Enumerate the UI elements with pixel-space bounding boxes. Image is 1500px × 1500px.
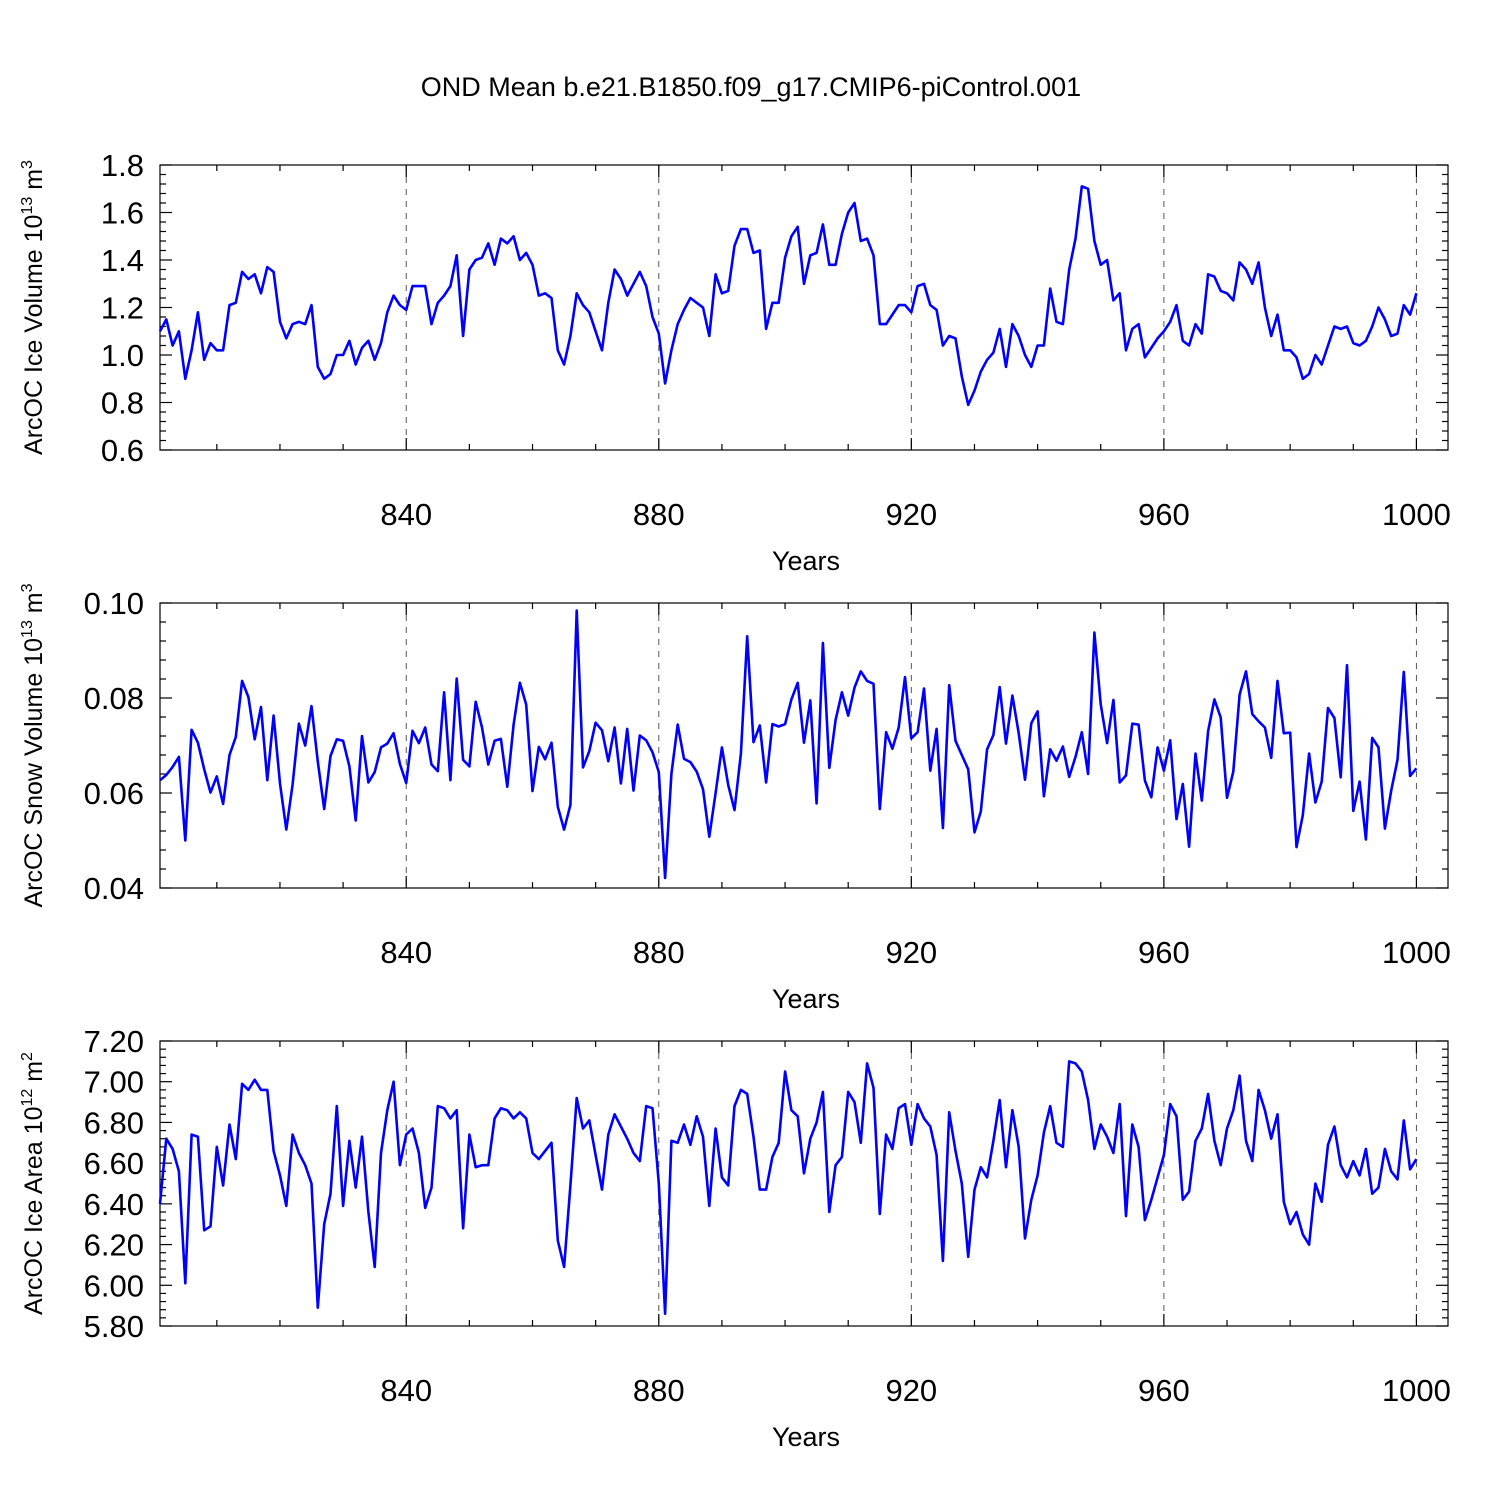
x-tick-label: 920 [885,935,937,970]
x-tick-label: 1000 [1382,1373,1451,1408]
x-tick-label: 1000 [1382,497,1451,532]
panel-ice-volume: 0.6 0.8 1.0 1.2 1.4 1.6 1.8 840 880 920 960 1000 Yea… [19,148,1451,576]
x-tick-label: 960 [1138,1373,1190,1408]
x-tick-label: 880 [633,935,685,970]
chart-title: OND Mean b.e21.B1850.f09_g17.CMIP6-piCon… [421,72,1081,102]
y-tick-label: 1.4 [101,243,144,278]
y-tick-label: 7.20 [84,1024,144,1059]
y-axis-label-superscript: 13 [19,620,36,638]
y-axis-label-superscript: 3 [19,160,36,169]
y-tick-label: 6.60 [84,1146,144,1181]
x-tick-label: 840 [380,1373,432,1408]
y-tick-label: 6.20 [84,1228,144,1263]
panel-ice-area: 5.80 6.00 6.20 6.40 6.60 6.80 7.00 7.20 840 880 92… [19,1024,1451,1452]
y-tick-label: 0.8 [101,386,144,421]
y-tick-label: 0.6 [101,433,144,468]
panel-snow-volume: 0.04 0.06 0.08 0.10 840 880 920 960 1000 Years Arc… [19,583,1451,1014]
x-tick-label: 880 [633,1373,685,1408]
y-axis-label: ArcOC Snow Volume 1013 m3 [19,583,48,907]
x-tick-label: 920 [885,497,937,532]
y-axis-label-superscript: 2 [19,1052,36,1061]
y-tick-label: 1.0 [101,338,144,373]
y-tick-label: 1.2 [101,291,144,326]
y-axis-label-part: ArcOC Ice Volume 10 [20,215,48,455]
x-tick-label: 840 [380,497,432,532]
y-axis-label-part: m [20,169,48,197]
y-tick-label: 0.06 [84,776,144,811]
x-axis-label: Years [772,546,840,576]
x-tick-label: 960 [1138,497,1190,532]
y-tick-label: 0.04 [84,871,144,906]
y-tick-label: 6.80 [84,1105,144,1140]
x-tick-label: 920 [885,1373,937,1408]
y-tick-label: 5.80 [84,1309,144,1344]
series-line [158,185,1418,407]
y-tick-label: 1.6 [101,196,144,231]
y-axis-label: ArcOC Ice Volume 1013 m3 [19,160,48,455]
y-axis-label-superscript: 13 [19,197,36,215]
y-tick-label: 0.10 [84,586,144,621]
y-tick-label: 6.00 [84,1268,144,1303]
series-line [159,609,1418,880]
y-axis-label: ArcOC Ice Area 1012 m2 [19,1052,48,1315]
y-axis-label-superscript: 12 [19,1089,36,1107]
x-axis-label: Years [772,1422,840,1452]
x-axis-label: Years [772,984,840,1014]
y-axis-label-part: m [20,1061,48,1089]
y-axis-label-part: ArcOC Snow Volume 10 [20,638,48,908]
x-tick-label: 960 [1138,935,1190,970]
y-tick-label: 7.00 [84,1065,144,1100]
y-axis-label-superscript: 3 [19,583,36,592]
y-axis-label-part: ArcOC Ice Area 10 [20,1107,48,1315]
series-line [158,1060,1418,1316]
y-tick-label: 0.08 [84,681,144,716]
x-tick-label: 880 [633,497,685,532]
y-axis-label-part: m [20,592,48,620]
y-tick-label: 6.40 [84,1187,144,1222]
plot-frame [159,1040,1449,1327]
x-tick-label: 840 [380,935,432,970]
x-tick-label: 1000 [1382,935,1451,970]
y-tick-label: 1.8 [101,148,144,183]
plot-frame [159,602,1449,889]
